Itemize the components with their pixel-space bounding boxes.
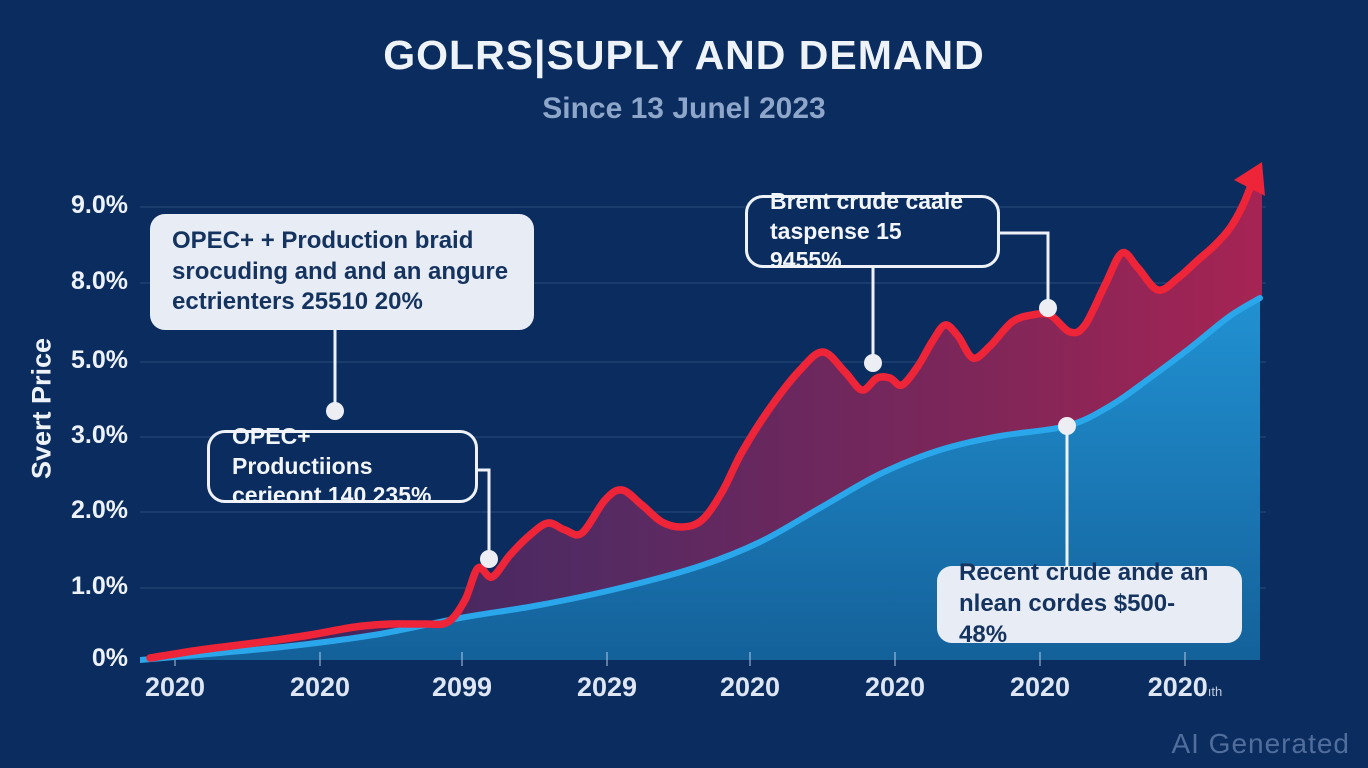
annotation-opec-production: OPEC+ + Production braid srocuding and a… (150, 214, 534, 330)
x-tick-suffix: ıth (1207, 684, 1223, 699)
x-tick-label: 2020ıth (1147, 672, 1223, 702)
x-tick-label: 2099 (431, 672, 493, 702)
x-tick-label: 2020 (289, 672, 351, 702)
x-tick-label: 2020 (1009, 672, 1071, 702)
annotation-recent-crude: Recent crude ande an nlean cordes $500-4… (937, 559, 1242, 648)
y-tick-label: 0% (91, 644, 128, 672)
y-axis-title: Svert Price (26, 337, 57, 480)
annotation-brent-crude: Brent crude caale taspense 15 9455% (745, 188, 1000, 273)
chart-title: GOLRS|SUPLY AND DEMAND (383, 32, 985, 78)
y-tick-label: 8.0% (71, 267, 128, 295)
x-tick-label: 2029 (576, 672, 638, 702)
x-tick-label: 2020 (144, 672, 206, 702)
annotation-opec-productiions: OPEC+ Productiions cerieont 140 235% (207, 423, 478, 508)
y-tick-label: 9.0% (71, 191, 128, 219)
x-tick-label: 2020 (864, 672, 926, 702)
y-tick-label: 1.0% (71, 572, 128, 600)
x-tick-label: 2020 (719, 672, 781, 702)
chart-subtitle: Since 13 Junel 2023 (542, 92, 826, 125)
ai-generated-watermark: AI Generated (1171, 728, 1350, 759)
